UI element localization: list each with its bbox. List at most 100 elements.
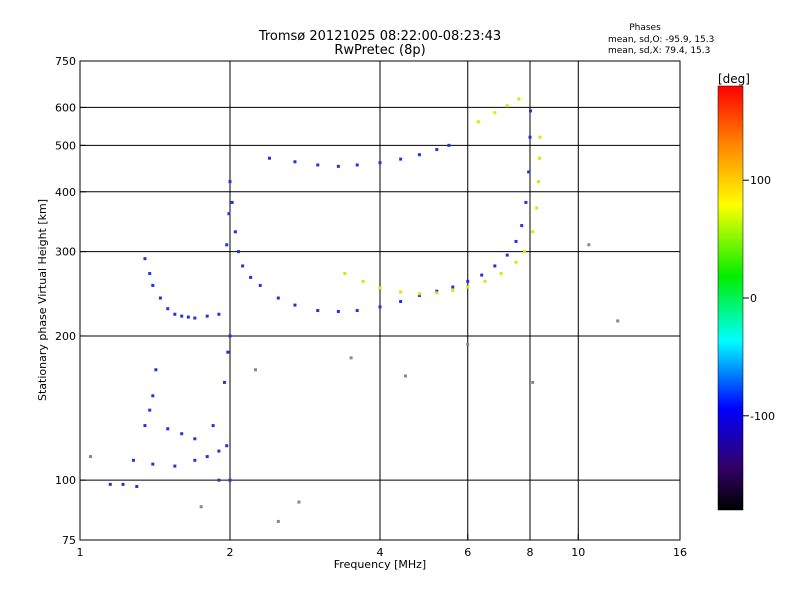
data-point-o bbox=[217, 312, 221, 316]
data-point-o bbox=[228, 334, 232, 338]
data-point-x bbox=[538, 135, 542, 139]
data-point-scatter bbox=[276, 519, 280, 523]
data-point-x bbox=[531, 230, 535, 234]
data-point-o bbox=[143, 424, 147, 428]
x-tick-label: 10 bbox=[571, 546, 585, 559]
data-point-o bbox=[505, 253, 509, 257]
data-point-o bbox=[480, 273, 484, 277]
chart-subtitle: RwPretec (8p) bbox=[334, 43, 425, 58]
data-point-o bbox=[399, 157, 403, 161]
data-point-o bbox=[527, 170, 531, 174]
data-point-o bbox=[226, 350, 230, 354]
colorbar bbox=[717, 85, 744, 511]
data-point-o bbox=[180, 314, 184, 318]
colorbar-ticks: 100 0 -100 bbox=[743, 174, 775, 423]
y-tick-label: 600 bbox=[55, 101, 76, 114]
data-point-o bbox=[151, 283, 155, 287]
data-point-scatter bbox=[297, 500, 301, 504]
data-point-o bbox=[135, 484, 139, 488]
data-point-o bbox=[217, 449, 221, 453]
data-point-o bbox=[193, 458, 197, 462]
data-point-o bbox=[399, 300, 403, 304]
data-point-o bbox=[378, 305, 382, 309]
data-point-o bbox=[236, 250, 240, 254]
data-point-o bbox=[186, 315, 190, 319]
data-point-x bbox=[378, 286, 382, 290]
data-point-o bbox=[528, 135, 532, 139]
data-point-o bbox=[355, 309, 359, 313]
x-axis: 1 2 4 6 8 10 16 bbox=[77, 534, 687, 559]
data-point-scatter bbox=[253, 368, 257, 372]
data-point-scatter bbox=[587, 243, 591, 247]
data-point-o bbox=[316, 309, 320, 313]
x-tick-label: 6 bbox=[464, 546, 471, 559]
data-point-o bbox=[466, 279, 470, 283]
data-point-o bbox=[108, 482, 112, 486]
data-point-o bbox=[193, 316, 197, 320]
data-point-scatter bbox=[531, 380, 535, 384]
data-point-x bbox=[451, 288, 455, 292]
phase-legend-title: Phases bbox=[629, 23, 661, 33]
colorbar-tick-label: 100 bbox=[750, 174, 771, 187]
x-axis-label: Frequency [MHz] bbox=[334, 558, 426, 571]
y-axis-label: Stationary phase Virtual Height [km] bbox=[36, 199, 49, 401]
y-tick-label: 300 bbox=[55, 246, 76, 259]
data-point-o bbox=[493, 264, 497, 268]
data-point-o bbox=[217, 478, 221, 482]
data-point-o bbox=[241, 264, 245, 268]
colorbar-tick-label: 0 bbox=[750, 292, 757, 305]
data-point-o bbox=[524, 200, 528, 204]
data-point-o bbox=[276, 296, 280, 300]
data-point-scatter bbox=[89, 455, 93, 459]
data-point-x bbox=[435, 291, 439, 295]
data-point-o bbox=[166, 307, 170, 311]
data-point-o bbox=[193, 437, 197, 441]
data-points bbox=[89, 97, 620, 523]
colorbar-tick-label: -100 bbox=[750, 410, 775, 423]
y-tick-label: 500 bbox=[55, 139, 76, 152]
x-tick-label: 16 bbox=[673, 546, 687, 559]
data-point-scatter bbox=[349, 356, 353, 360]
data-point-x bbox=[493, 111, 497, 115]
data-point-x bbox=[536, 180, 540, 184]
colorbar-unit: [deg] bbox=[718, 72, 750, 86]
data-point-o bbox=[316, 163, 320, 167]
phase-legend-o: mean, sd,O: -95.9, 15.3 bbox=[608, 35, 714, 45]
data-point-x bbox=[343, 272, 347, 276]
data-point-o bbox=[355, 163, 359, 167]
data-point-o bbox=[293, 303, 297, 307]
data-point-scatter bbox=[466, 342, 470, 346]
data-point-x bbox=[535, 206, 539, 210]
data-point-o bbox=[205, 455, 209, 459]
data-point-scatter bbox=[403, 374, 407, 378]
y-tick-label: 750 bbox=[55, 55, 76, 68]
data-point-o bbox=[151, 394, 155, 398]
data-point-x bbox=[499, 272, 503, 276]
data-point-o bbox=[249, 275, 253, 279]
data-point-x bbox=[483, 279, 487, 283]
data-point-x bbox=[476, 120, 480, 124]
data-point-o bbox=[417, 153, 421, 157]
data-point-o bbox=[148, 408, 152, 412]
data-point-o bbox=[151, 462, 155, 466]
data-point-o bbox=[143, 257, 147, 261]
x-tick-label: 2 bbox=[227, 546, 234, 559]
chart-title: Tromsø 20121025 08:22:00-08:23:43 bbox=[258, 29, 501, 44]
x-tick-label: 1 bbox=[77, 546, 84, 559]
y-axis: 75 100 200 300 400 500 600 750 bbox=[55, 55, 86, 547]
data-point-o bbox=[258, 283, 262, 287]
data-point-o bbox=[378, 161, 382, 165]
data-point-o bbox=[529, 109, 533, 113]
data-point-o bbox=[131, 458, 135, 462]
data-point-x bbox=[523, 250, 527, 254]
data-point-o bbox=[225, 444, 229, 448]
data-point-o bbox=[514, 239, 518, 243]
data-point-o bbox=[230, 200, 234, 204]
data-point-o bbox=[451, 285, 455, 289]
data-point-o bbox=[148, 272, 152, 276]
data-point-x bbox=[505, 104, 509, 108]
data-point-x bbox=[399, 290, 403, 294]
y-tick-label: 400 bbox=[55, 186, 76, 199]
data-point-scatter bbox=[199, 505, 203, 509]
